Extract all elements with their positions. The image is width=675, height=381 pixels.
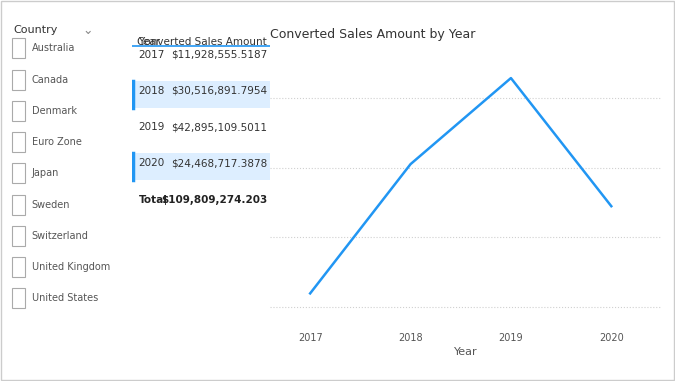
Text: Japan: Japan <box>32 168 59 178</box>
Text: $30,516,891.7954: $30,516,891.7954 <box>171 86 267 96</box>
Text: 2018: 2018 <box>138 86 165 96</box>
Text: Total: Total <box>138 195 167 205</box>
Text: Denmark: Denmark <box>32 106 76 116</box>
Y-axis label: Converted Sales Amount: Converted Sales Amount <box>224 128 234 249</box>
Bar <box>132 80 270 108</box>
Text: $42,895,109.5011: $42,895,109.5011 <box>171 122 267 132</box>
Point <box>129 150 137 155</box>
Text: Switzerland: Switzerland <box>32 231 88 241</box>
Point <box>129 106 137 110</box>
Text: Converted Sales Amount: Converted Sales Amount <box>138 37 267 47</box>
Text: Euro Zone: Euro Zone <box>32 137 82 147</box>
Bar <box>12 226 25 246</box>
Text: $109,809,274.203: $109,809,274.203 <box>161 195 267 205</box>
Text: Australia: Australia <box>32 43 75 53</box>
Text: $11,928,555.5187: $11,928,555.5187 <box>171 50 267 60</box>
Bar <box>12 101 25 121</box>
Text: Year: Year <box>138 37 161 47</box>
X-axis label: Year: Year <box>454 347 478 357</box>
Text: $24,468,717.3878: $24,468,717.3878 <box>171 158 267 168</box>
Bar <box>12 195 25 215</box>
Point <box>129 178 137 183</box>
Text: Canada: Canada <box>32 75 69 85</box>
Bar <box>12 257 25 277</box>
Text: 2020: 2020 <box>138 158 165 168</box>
Text: 2017: 2017 <box>138 50 165 60</box>
Bar <box>12 163 25 183</box>
Text: ⌄: ⌄ <box>83 24 93 37</box>
Text: United States: United States <box>32 293 98 303</box>
Text: Converted Sales Amount by Year: Converted Sales Amount by Year <box>270 29 475 42</box>
Bar <box>12 288 25 308</box>
Bar <box>12 132 25 152</box>
Text: Country: Country <box>14 25 58 35</box>
Bar <box>12 70 25 90</box>
Bar <box>132 153 270 181</box>
Text: Sweden: Sweden <box>32 200 70 210</box>
Text: United Kingdom: United Kingdom <box>32 262 110 272</box>
Point <box>129 78 137 83</box>
Bar <box>12 38 25 58</box>
Text: 2019: 2019 <box>138 122 165 132</box>
